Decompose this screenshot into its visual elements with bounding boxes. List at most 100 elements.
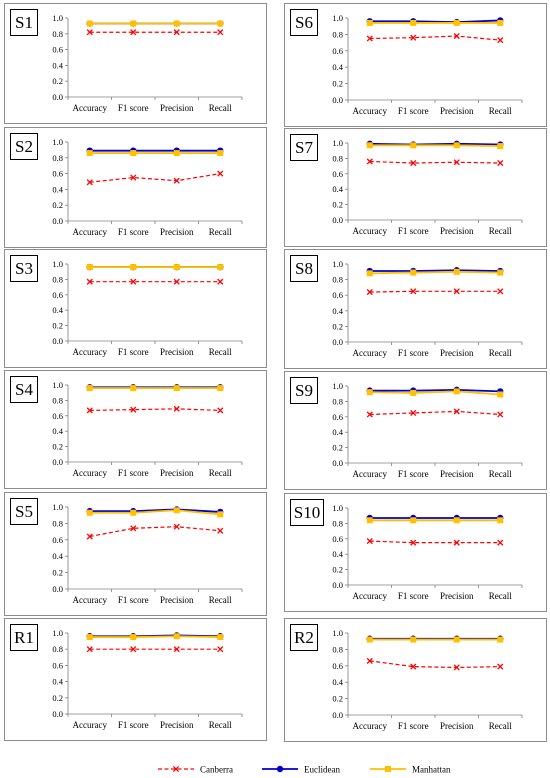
legend-entry-canberra: Canberra bbox=[158, 765, 233, 775]
data-point bbox=[366, 289, 373, 296]
data-point bbox=[173, 523, 180, 530]
data-point bbox=[497, 411, 504, 418]
x-tick-label: Precision bbox=[440, 348, 474, 358]
data-point bbox=[130, 385, 137, 392]
x-tick-label: Precision bbox=[440, 591, 474, 601]
y-tick-label: 0.0 bbox=[332, 710, 343, 720]
y-tick-label: 0.6 bbox=[332, 661, 343, 671]
series-manhattan bbox=[366, 19, 504, 26]
x-tick-label: Precision bbox=[160, 103, 194, 113]
y-tick-label: 0.8 bbox=[52, 395, 63, 405]
series-manhattan bbox=[366, 636, 504, 643]
x-tick-label: F1 score bbox=[118, 468, 149, 478]
data-point bbox=[410, 636, 417, 643]
y-tick-label: 1.0 bbox=[332, 503, 343, 513]
x-tick-label: Recall bbox=[209, 720, 232, 730]
series-manhattan bbox=[86, 20, 224, 27]
y-tick-label: 0.2 bbox=[332, 565, 343, 575]
panel-frame bbox=[4, 127, 267, 248]
panel-s7: S7 0.0 0.2 0.4 0.6 0.8 1.0 Accuracy F1 score Prec… bbox=[284, 128, 547, 247]
data-point bbox=[410, 663, 417, 670]
panel-label-box bbox=[290, 377, 318, 404]
series-line-manhattan bbox=[89, 509, 221, 516]
panel-label: S3 bbox=[15, 259, 33, 278]
data-point bbox=[497, 391, 504, 398]
x-tick-label: F1 score bbox=[398, 106, 429, 116]
panel-label-box bbox=[290, 134, 318, 161]
series-canberra bbox=[366, 288, 504, 296]
y-tick-label: 0.0 bbox=[52, 709, 63, 719]
data-point bbox=[497, 269, 504, 276]
series-canberra bbox=[366, 408, 504, 418]
y-tick-label: 0.0 bbox=[332, 215, 343, 225]
x-tick-label: Accuracy bbox=[353, 721, 388, 731]
x-tick-label: Recall bbox=[209, 468, 232, 478]
series-manhattan bbox=[86, 507, 224, 518]
panel-s2: S2 0.0 0.2 0.4 0.6 0.8 1.0 Accuracy F1 score Prec… bbox=[4, 127, 267, 248]
x-tick-label: Recall bbox=[489, 469, 512, 479]
data-point bbox=[217, 264, 224, 271]
y-tick-label: 0.2 bbox=[332, 694, 343, 704]
x-tick-label: Accuracy bbox=[353, 348, 388, 358]
series-line-euclidean bbox=[89, 508, 221, 513]
series-manhattan bbox=[366, 142, 504, 150]
series-line-canberra bbox=[369, 35, 501, 41]
data-point bbox=[130, 29, 137, 36]
y-tick-label: 0.0 bbox=[52, 584, 63, 594]
series-canberra bbox=[86, 405, 224, 414]
data-point bbox=[217, 170, 224, 177]
x-tick-label: Accuracy bbox=[73, 720, 108, 730]
y-tick-label: 0.6 bbox=[332, 290, 343, 300]
data-point bbox=[173, 646, 180, 653]
x-tick-label: F1 score bbox=[118, 347, 149, 357]
data-point bbox=[366, 142, 373, 149]
data-point bbox=[366, 270, 373, 277]
y-tick-label: 0.4 bbox=[52, 677, 63, 687]
data-point bbox=[410, 159, 417, 167]
y-tick-label: 0.8 bbox=[52, 274, 63, 284]
panel-s1: S1 0.0 0.2 0.4 0.6 0.8 1.0 Accuracy F1 score Prec… bbox=[4, 3, 267, 124]
data-point bbox=[173, 177, 180, 184]
data-point bbox=[86, 634, 93, 641]
data-point bbox=[217, 407, 224, 414]
series-line-canberra bbox=[89, 526, 221, 538]
panel-label-box bbox=[290, 255, 318, 282]
data-point bbox=[410, 269, 417, 276]
y-tick-label: 0.2 bbox=[332, 200, 343, 210]
y-tick-label: 0.0 bbox=[332, 337, 343, 347]
x-tick-label: F1 score bbox=[398, 348, 429, 358]
panel-s3: S3 0.0 0.2 0.4 0.6 0.8 1.0 Accuracy F1 score Prec… bbox=[4, 249, 267, 368]
data-point bbox=[130, 634, 137, 641]
data-point bbox=[410, 389, 417, 396]
series-manhattan bbox=[86, 264, 224, 271]
panel-label: S5 bbox=[15, 502, 33, 521]
series-line-canberra bbox=[369, 660, 501, 669]
data-point bbox=[453, 268, 460, 275]
y-tick-label: 0.8 bbox=[52, 644, 63, 654]
panel-s5: S5 0.0 0.2 0.4 0.6 0.8 1.0 Accuracy F1 score Prec… bbox=[4, 492, 267, 616]
y-tick-label: 0.0 bbox=[332, 95, 343, 105]
data-point bbox=[410, 19, 417, 26]
data-point bbox=[410, 34, 417, 41]
data-point bbox=[217, 150, 224, 157]
series-canberra bbox=[366, 657, 504, 671]
panel-label: S1 bbox=[15, 13, 33, 32]
series-manhattan bbox=[366, 268, 504, 277]
series-line-euclidean bbox=[369, 269, 501, 272]
panel-label-box bbox=[10, 498, 38, 525]
y-tick-label: 0.4 bbox=[52, 184, 63, 194]
data-point bbox=[366, 19, 373, 26]
x-tick-label: Accuracy bbox=[73, 595, 108, 605]
data-point bbox=[366, 636, 373, 643]
data-point bbox=[453, 388, 460, 395]
series-manhattan bbox=[366, 388, 504, 398]
y-tick-label: 0.2 bbox=[52, 442, 63, 452]
series-manhattan bbox=[366, 517, 504, 524]
x-tick-label: F1 score bbox=[118, 720, 149, 730]
x-tick-label: Recall bbox=[489, 591, 512, 601]
legend-label: Euclidean bbox=[304, 765, 340, 775]
series-canberra bbox=[86, 646, 224, 653]
data-point bbox=[130, 264, 137, 271]
data-point bbox=[217, 634, 224, 641]
data-point bbox=[173, 150, 180, 157]
